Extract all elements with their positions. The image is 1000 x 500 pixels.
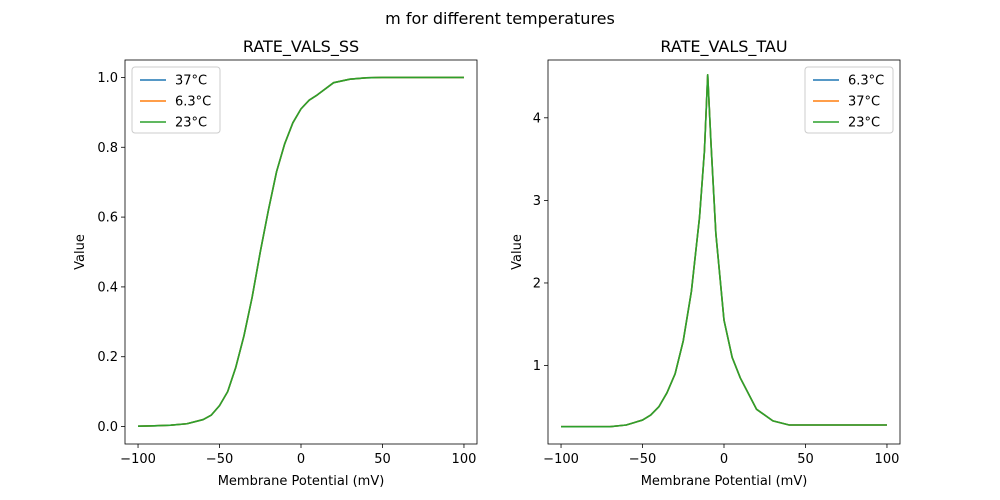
subplot-1: −100 −50 0 50 100 0.0 0.2 0.4 0.6 0.8 1.0 Membrane …: [73, 37, 478, 489]
y-tick-label: 0.6: [97, 211, 118, 226]
legend-entry-1: 37°C: [175, 74, 207, 89]
y-tick-label: 3: [533, 194, 541, 209]
x-tick-label: −100: [543, 452, 579, 467]
series-line-3: [561, 74, 887, 428]
legend-entry-1: 6.3°C: [848, 74, 884, 89]
legend-box: [131, 66, 221, 134]
legend: 6.3°C 37°C 23°C: [804, 66, 894, 134]
x-axis-label: Membrane Potential (mV): [218, 474, 385, 489]
x-axis: −100 −50 0 50 100: [120, 444, 476, 467]
x-tick-label: −100: [120, 452, 156, 467]
x-axis-label: Membrane Potential (mV): [641, 474, 808, 489]
x-tick-label: 100: [452, 452, 477, 467]
legend-box: [804, 66, 894, 134]
y-tick-label: 1: [533, 359, 541, 374]
y-tick-label: 0.8: [97, 141, 118, 156]
x-tick-label: −50: [629, 452, 656, 467]
legend-entry-3: 23°C: [175, 116, 207, 131]
y-axis-label: Value: [510, 234, 525, 270]
y-tick-label: 0.0: [97, 420, 118, 435]
y-axis-label: Value: [73, 234, 88, 270]
subplot-title: RATE_VALS_TAU: [660, 37, 787, 57]
x-tick-label: 50: [374, 452, 391, 467]
x-tick-label: 100: [875, 452, 900, 467]
series-lines: [561, 74, 887, 428]
x-tick-label: 50: [797, 452, 814, 467]
y-axis: 0.0 0.2 0.4 0.6 0.8 1.0: [97, 71, 125, 435]
series-lines: [138, 76, 464, 427]
y-tick-label: 0.2: [97, 350, 118, 365]
x-tick-label: 0: [297, 452, 305, 467]
subplots: −100 −50 0 50 100 0.0 0.2 0.4 0.6 0.8 1.0 Membrane …: [73, 37, 901, 489]
y-tick-label: 1.0: [97, 71, 118, 86]
x-axis: −100 −50 0 50 100: [543, 444, 899, 467]
subplot-title: RATE_VALS_SS: [243, 37, 359, 57]
series-line-3: [138, 76, 464, 427]
legend-entry-2: 6.3°C: [175, 95, 211, 110]
y-tick-label: 2: [533, 276, 541, 291]
subplot-2: −100 −50 0 50 100 1 2 3 4 Membrane Potential (mV)…: [510, 37, 901, 489]
figure-suptitle: m for different temperatures: [385, 9, 615, 28]
y-axis: 1 2 3 4: [533, 111, 548, 374]
y-tick-label: 0.4: [97, 280, 118, 295]
y-tick-label: 4: [533, 111, 541, 126]
x-tick-label: −50: [206, 452, 233, 467]
legend-entry-3: 23°C: [848, 116, 880, 131]
legend-entry-2: 37°C: [848, 95, 880, 110]
x-tick-label: 0: [720, 452, 728, 467]
legend: 37°C 6.3°C 23°C: [131, 66, 221, 134]
